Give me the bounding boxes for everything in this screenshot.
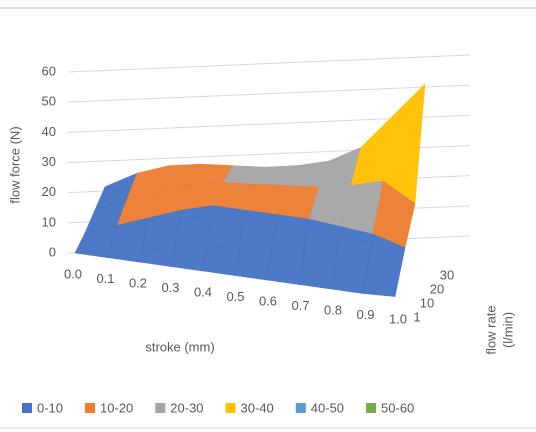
legend-label: 30-40 bbox=[241, 400, 274, 415]
legend-swatch bbox=[85, 403, 96, 413]
x-tick-label: 0.8 bbox=[324, 302, 342, 317]
x-tick-label: 0.7 bbox=[291, 298, 309, 313]
legend-label: 50-60 bbox=[381, 400, 414, 415]
legend-label: 0-10 bbox=[37, 400, 63, 415]
depth-tick-label: 10 bbox=[420, 295, 434, 310]
y-axis-title: flow force (N) bbox=[7, 126, 22, 203]
y-tick-label: 20 bbox=[42, 184, 56, 199]
depth-tick-label: 20 bbox=[430, 281, 444, 296]
grid-line bbox=[67, 84, 471, 103]
x-tick-label: 0.6 bbox=[259, 293, 277, 308]
legend-label: 40-50 bbox=[311, 400, 344, 415]
legend-swatch bbox=[366, 403, 377, 413]
legend-swatch bbox=[155, 403, 166, 413]
y-tick-label: 30 bbox=[42, 154, 56, 169]
y-tick-label: 0 bbox=[49, 244, 56, 259]
x-tick-label: 0.9 bbox=[356, 307, 374, 322]
y-tick-label: 60 bbox=[42, 63, 56, 78]
y-tick-label: 50 bbox=[42, 94, 56, 109]
surface-patch bbox=[362, 233, 406, 297]
legend-label: 20-30 bbox=[170, 400, 203, 415]
depth-tick-label: 30 bbox=[440, 267, 454, 282]
x-tick-label: 0.2 bbox=[129, 275, 147, 290]
depth-axis-title: flow rate bbox=[483, 305, 498, 354]
x-axis-title: stroke (mm) bbox=[145, 339, 214, 354]
x-tick-label: 0.4 bbox=[194, 284, 212, 299]
legend-label: 10-20 bbox=[100, 400, 133, 415]
grid-line bbox=[67, 54, 471, 73]
x-tick-label: 0.5 bbox=[226, 289, 244, 304]
legend-swatch bbox=[295, 403, 306, 413]
depth-tick-label: 1 bbox=[413, 309, 420, 324]
x-tick-label: 0.0 bbox=[64, 266, 82, 281]
y-tick-label: 40 bbox=[42, 124, 56, 139]
x-tick-label: 0.1 bbox=[96, 271, 114, 286]
depth-axis-title: (l/min) bbox=[500, 312, 515, 348]
y-tick-label: 10 bbox=[42, 214, 56, 229]
legend-swatch bbox=[22, 403, 32, 413]
x-tick-label: 1.0 bbox=[389, 311, 407, 326]
legend-swatch bbox=[225, 403, 236, 413]
x-tick-label: 0.3 bbox=[161, 280, 179, 295]
